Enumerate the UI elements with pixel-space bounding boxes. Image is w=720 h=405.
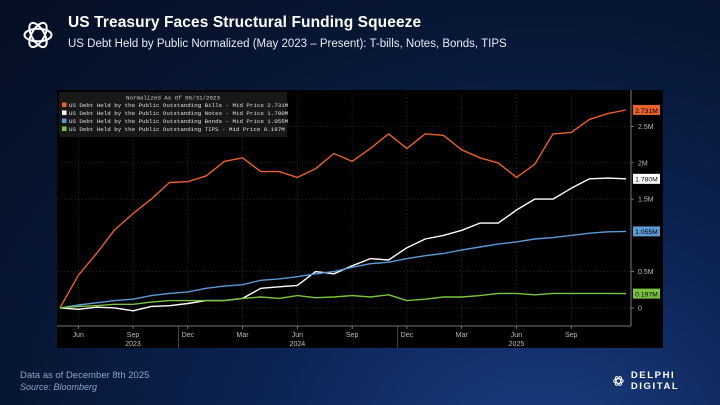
svg-text:1.780M: 1.780M	[635, 177, 658, 184]
y-tick-label: 2M	[638, 160, 648, 167]
legend-swatch-1	[62, 110, 67, 115]
x-tick-label: Sep	[346, 332, 359, 339]
chart-panel: 0 0.5M 1.5M 2M 2.5M Jun Sep Dec Mar Jun Sep Dec Mar J…	[57, 90, 663, 348]
y-tick-label: 1.5M	[638, 197, 654, 204]
x-tick-label: Sep	[127, 332, 140, 339]
series-last-value-2: 1.055M	[633, 226, 660, 237]
x-tick-label: Jun	[73, 332, 84, 339]
legend-label-0: US Debt Held by the Public Outstanding B…	[69, 102, 289, 109]
brand-name: DELPHI DIGITAL	[630, 370, 680, 392]
legend-swatch-2	[62, 118, 67, 123]
series-line-2	[59, 230, 627, 309]
delphi-logo-icon	[23, 21, 53, 49]
y-tick-label: 0.5M	[638, 269, 654, 276]
year-label: 2023	[125, 341, 141, 348]
brand-mark: DELPHI DIGITAL	[612, 370, 720, 392]
y-tick-label: 0	[638, 305, 642, 312]
legend-swatch-0	[62, 102, 67, 107]
series-line-1	[59, 177, 627, 312]
svg-text:2.731M: 2.731M	[635, 108, 658, 115]
page-subtitle: US Debt Held by Public Normalized (May 2…	[68, 38, 507, 50]
legend-label-2: US Debt Held by the Public Outstanding B…	[69, 118, 289, 125]
year-label: 2025	[509, 341, 525, 348]
footer-source: Source: Bloomberg	[20, 382, 98, 392]
page-title: US Treasury Faces Structural Funding Squ…	[68, 14, 422, 31]
series-line-3	[59, 292, 627, 309]
x-tick-label: Mar	[237, 332, 250, 339]
delphi-small-logo-icon	[613, 376, 624, 386]
x-tick-label: Dec	[182, 332, 195, 339]
x-tick-label: Jun	[292, 332, 303, 339]
x-tick-label: Jun	[511, 332, 522, 339]
series-last-value-1: 1.780M	[633, 173, 660, 184]
footer-date: Data as of December 8th 2025	[20, 370, 150, 381]
series-last-value-3: 0.197M	[633, 288, 660, 299]
series-line-0	[59, 109, 627, 309]
legend-swatch-3	[62, 126, 67, 131]
x-tick-label: Dec	[401, 332, 414, 339]
series-last-value-0: 2.731M	[633, 104, 660, 115]
svg-text:0.197M: 0.197M	[635, 291, 658, 298]
legend-label-3: US Debt Held by the Public Outstanding T…	[69, 126, 285, 133]
year-label: 2024	[290, 341, 306, 348]
x-tick-label: Mar	[456, 332, 469, 339]
svg-text:1.055M: 1.055M	[635, 229, 658, 236]
legend-title: Normalized As Of 05/31/2023	[126, 95, 220, 102]
x-tick-label: Sep	[565, 332, 578, 339]
y-tick-label: 2.5M	[638, 124, 654, 131]
line-chart: 0 0.5M 1.5M 2M 2.5M Jun Sep Dec Mar Jun Sep Dec Mar J…	[57, 90, 660, 348]
legend-label-1: US Debt Held by the Public Outstanding N…	[69, 110, 289, 117]
